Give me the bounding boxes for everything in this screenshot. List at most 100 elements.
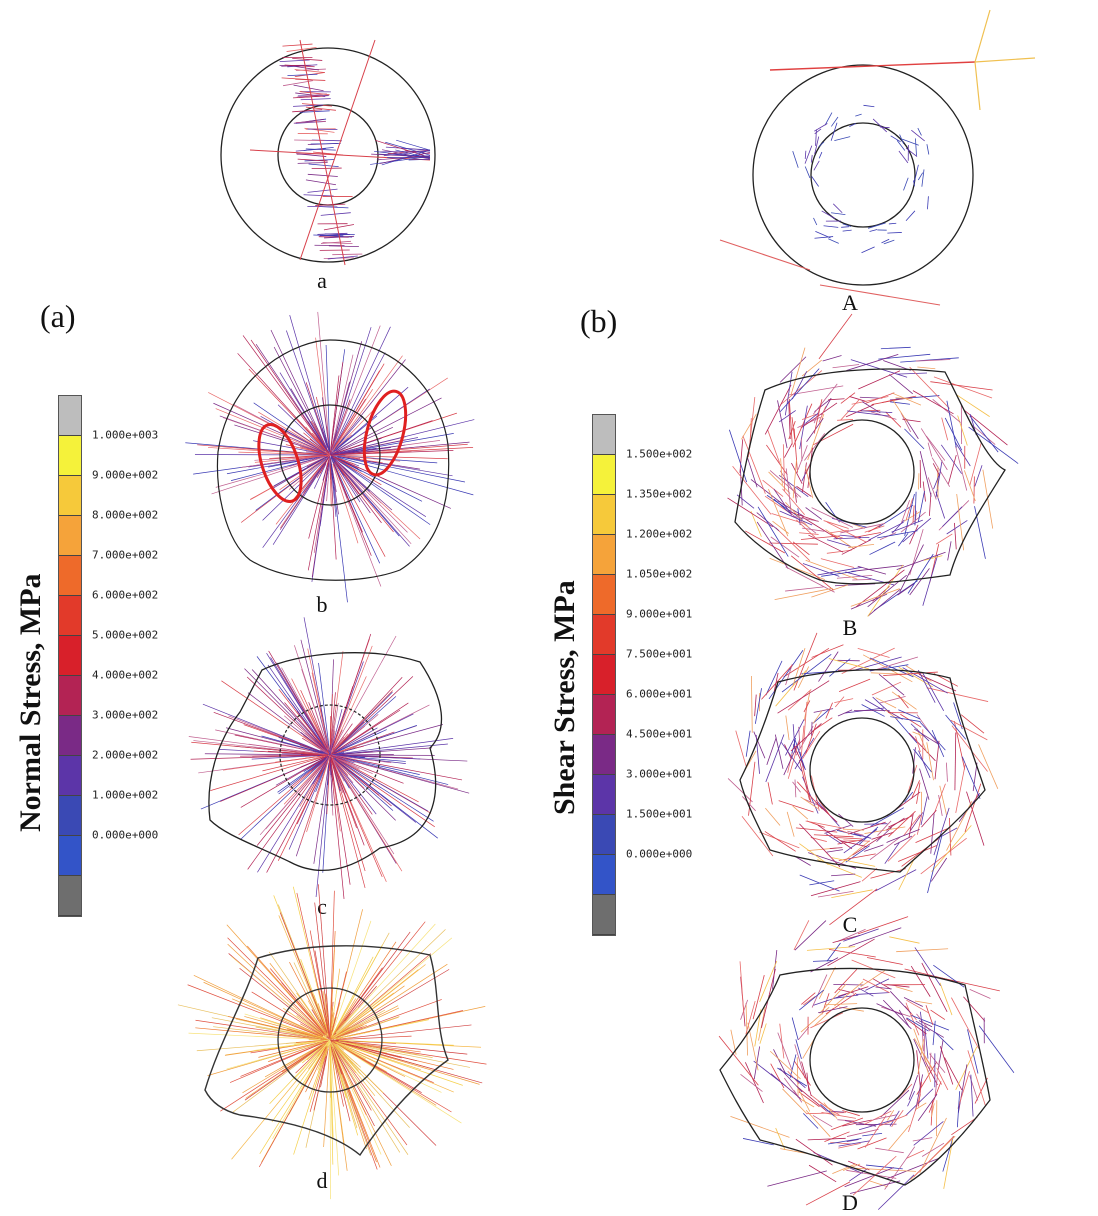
stress-vector [861,401,881,414]
stress-vector [924,1061,938,1086]
stress-vector [957,415,968,446]
stress-vector [803,798,818,806]
stress-vector [780,458,783,486]
stress-vector [252,1041,323,1063]
stress-vector [845,845,870,863]
stress-vector [927,442,933,457]
stress-vector [228,1016,327,1040]
stress-vector [334,760,340,768]
stress-vector [838,853,876,861]
stress-vector [904,428,925,450]
stress-vector [330,457,382,587]
stress-vector [929,1052,932,1072]
stress-vector [851,564,904,572]
stress-vector [326,457,331,502]
stress-vector [275,755,329,786]
stress-vector [320,240,352,244]
stress-vector [912,1137,933,1142]
stress-vector [781,654,832,693]
stress-vector [272,455,330,545]
stress-vector [884,842,900,864]
stress-vector [740,1073,763,1092]
stress-vector [240,758,327,840]
stress-vector [955,763,966,814]
stress-vector [896,948,949,953]
stress-vector [886,1157,940,1180]
stress-vector [824,112,833,126]
shear-stress-tick-label: 1.500e+002 [626,447,693,461]
stress-vector [871,831,894,840]
stress-vector [919,451,932,497]
stress-vector [877,820,892,836]
stress-vector [862,1133,883,1137]
stress-vector [819,983,847,1014]
stress-vector [766,737,777,765]
stress-vector [852,579,872,581]
stress-vector [385,141,431,156]
stress-vector [256,759,327,846]
stress-vector [767,782,773,805]
stress-vector [861,246,875,254]
stress-vector [810,837,827,842]
stress-vector [322,397,330,453]
stress-vector [336,458,427,517]
stress-vector [800,725,805,757]
stress-vector [814,123,828,132]
stress-vector [896,140,906,151]
stress-vector [329,427,394,456]
stress-vector [918,1020,933,1028]
stress-vector [925,1005,934,1025]
stress-vector [890,716,921,722]
stress-vector [825,702,833,719]
stress-vector [900,357,959,363]
stress-vector [951,725,988,772]
diagram-C-inner-circle [809,717,915,823]
stress-vector [955,394,990,417]
normal-stress-tick-label: 3.000e+002 [92,708,159,722]
diagram-D-outer-boundary [719,967,991,1186]
stress-vector [299,39,376,261]
stress-vector [335,1007,359,1034]
stress-vector [335,757,360,770]
stress-vector [294,69,325,73]
stress-vector [332,455,466,483]
stress-vector [974,61,981,111]
stress-vector [900,511,926,533]
stress-vector [270,329,328,449]
stress-vector [821,570,857,577]
stress-vector [890,991,912,1014]
stress-vector [213,712,329,755]
stress-vector [810,881,861,897]
stress-vector [291,429,330,455]
stress-vector [329,1044,334,1165]
stress-vector [912,731,926,738]
stress-vector [330,326,391,453]
stress-vector [978,744,999,789]
stress-vector [831,873,856,877]
stress-vector [913,1121,944,1146]
stress-vector [337,1043,442,1093]
stress-vector [948,454,957,484]
stress-vector [785,719,805,756]
stress-vector [261,735,324,754]
stress-vector [330,690,394,755]
stress-vector [912,505,915,523]
stress-vector [780,370,823,406]
stress-vector [745,1002,748,1056]
stress-vector [315,757,331,898]
stress-vector [765,660,783,696]
stress-vector [747,457,758,488]
stress-vector [335,388,430,452]
stress-vector [333,743,448,756]
stress-vector [960,714,985,734]
stress-vector [188,1032,321,1040]
stress-vector [334,461,346,477]
stress-vector [283,759,327,805]
stress-vector [753,1046,761,1080]
stress-vector [375,139,431,158]
stress-vector [800,796,819,809]
stress-vector [331,1041,358,1065]
stress-vector [293,1039,331,1080]
stress-vector [756,521,789,569]
